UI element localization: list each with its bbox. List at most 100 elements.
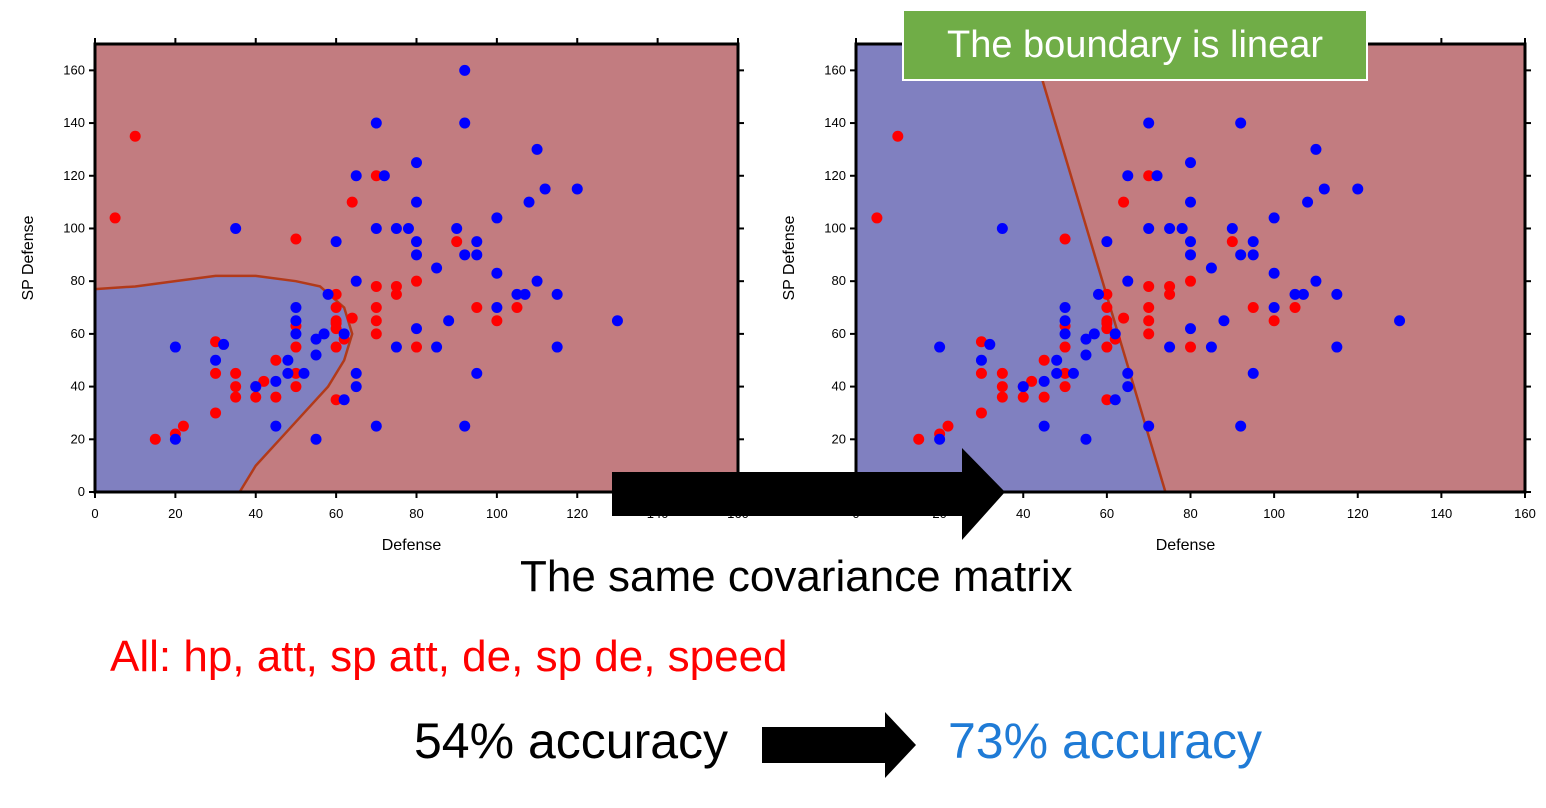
data-point <box>1093 288 1105 300</box>
data-point <box>169 341 181 353</box>
data-point <box>1143 315 1155 327</box>
data-point <box>1185 275 1196 287</box>
y-axis-label: SP Defense <box>20 215 37 300</box>
data-point <box>531 275 543 287</box>
data-point <box>411 249 422 261</box>
data-point <box>338 394 350 406</box>
data-point <box>892 130 904 142</box>
data-point <box>1122 275 1134 287</box>
data-point <box>1268 315 1280 327</box>
data-point <box>443 315 455 327</box>
data-point <box>250 381 262 393</box>
data-point <box>370 222 382 234</box>
y-tick-label: 160 <box>63 62 85 77</box>
data-point <box>290 233 302 245</box>
data-point <box>149 433 161 445</box>
data-point <box>390 222 402 234</box>
x-tick-label: 40 <box>1016 506 1030 521</box>
y-tick-label: 60 <box>832 326 846 341</box>
data-point <box>471 249 483 261</box>
data-point <box>459 64 471 76</box>
data-point <box>1164 288 1176 300</box>
data-point <box>571 183 583 195</box>
data-point <box>1143 222 1155 234</box>
data-point <box>1331 341 1343 353</box>
data-point <box>330 302 342 314</box>
data-point <box>1205 262 1217 274</box>
data-point <box>1122 367 1134 379</box>
decision-boundary <box>1030 43 1167 493</box>
data-point <box>1151 170 1163 182</box>
data-point <box>1235 420 1247 432</box>
data-point <box>1394 315 1406 327</box>
data-point <box>390 280 402 292</box>
data-point <box>370 315 382 327</box>
data-point <box>913 433 925 445</box>
data-point <box>210 367 222 379</box>
data-point <box>1118 196 1130 208</box>
blue-region <box>856 44 1166 492</box>
data-point <box>611 315 623 327</box>
data-point <box>1051 367 1063 379</box>
series-0 <box>109 130 523 445</box>
data-point <box>346 196 358 208</box>
data-point <box>1101 315 1113 327</box>
data-point <box>1185 196 1196 208</box>
data-point <box>390 288 402 300</box>
data-point <box>270 375 282 387</box>
x-tick-label: 60 <box>1100 506 1114 521</box>
data-point <box>322 288 334 300</box>
y-axis-label: SP Defense <box>781 215 798 300</box>
data-point <box>1080 433 1092 445</box>
data-point <box>1101 341 1113 353</box>
y-tick-label: 80 <box>71 273 85 288</box>
data-point <box>290 381 302 393</box>
data-point <box>270 420 282 432</box>
data-point <box>350 381 362 393</box>
x-axis-label: Defense <box>1156 537 1216 554</box>
x-tick-label: 100 <box>1263 506 1285 521</box>
y-tick-label: 120 <box>63 168 85 183</box>
data-point <box>1235 117 1247 129</box>
data-point <box>350 367 362 379</box>
data-point <box>531 143 543 155</box>
data-point <box>551 341 563 353</box>
data-point <box>459 249 471 261</box>
data-point <box>1143 420 1155 432</box>
data-point <box>471 302 483 314</box>
data-point <box>411 275 422 287</box>
data-point <box>1164 280 1176 292</box>
data-point <box>282 367 294 379</box>
data-point <box>1185 341 1196 353</box>
data-point <box>310 349 322 361</box>
x-tick-label: 120 <box>566 506 588 521</box>
data-point <box>996 367 1008 379</box>
small-arrow-icon <box>762 712 916 778</box>
data-point <box>871 212 883 224</box>
data-point <box>230 367 242 379</box>
data-point <box>1067 367 1079 379</box>
x-tick-label: 60 <box>329 506 343 521</box>
data-point <box>411 236 422 248</box>
data-point <box>290 341 302 353</box>
data-point <box>1247 236 1259 248</box>
data-point <box>169 433 181 445</box>
data-point <box>1331 288 1343 300</box>
data-point <box>411 323 422 335</box>
data-point <box>934 433 946 445</box>
data-point <box>519 288 531 300</box>
data-point <box>975 367 987 379</box>
series-1 <box>934 64 1406 445</box>
data-point <box>129 130 141 142</box>
data-point <box>1038 354 1050 366</box>
data-point <box>491 212 503 224</box>
data-point <box>1080 349 1092 361</box>
data-point <box>1226 222 1238 234</box>
y-tick-label: 160 <box>824 62 846 77</box>
data-point <box>318 328 330 340</box>
data-point <box>370 302 382 314</box>
x-tick-label: 40 <box>249 506 263 521</box>
data-point <box>1122 170 1134 182</box>
data-point <box>1038 420 1050 432</box>
data-point <box>378 170 390 182</box>
